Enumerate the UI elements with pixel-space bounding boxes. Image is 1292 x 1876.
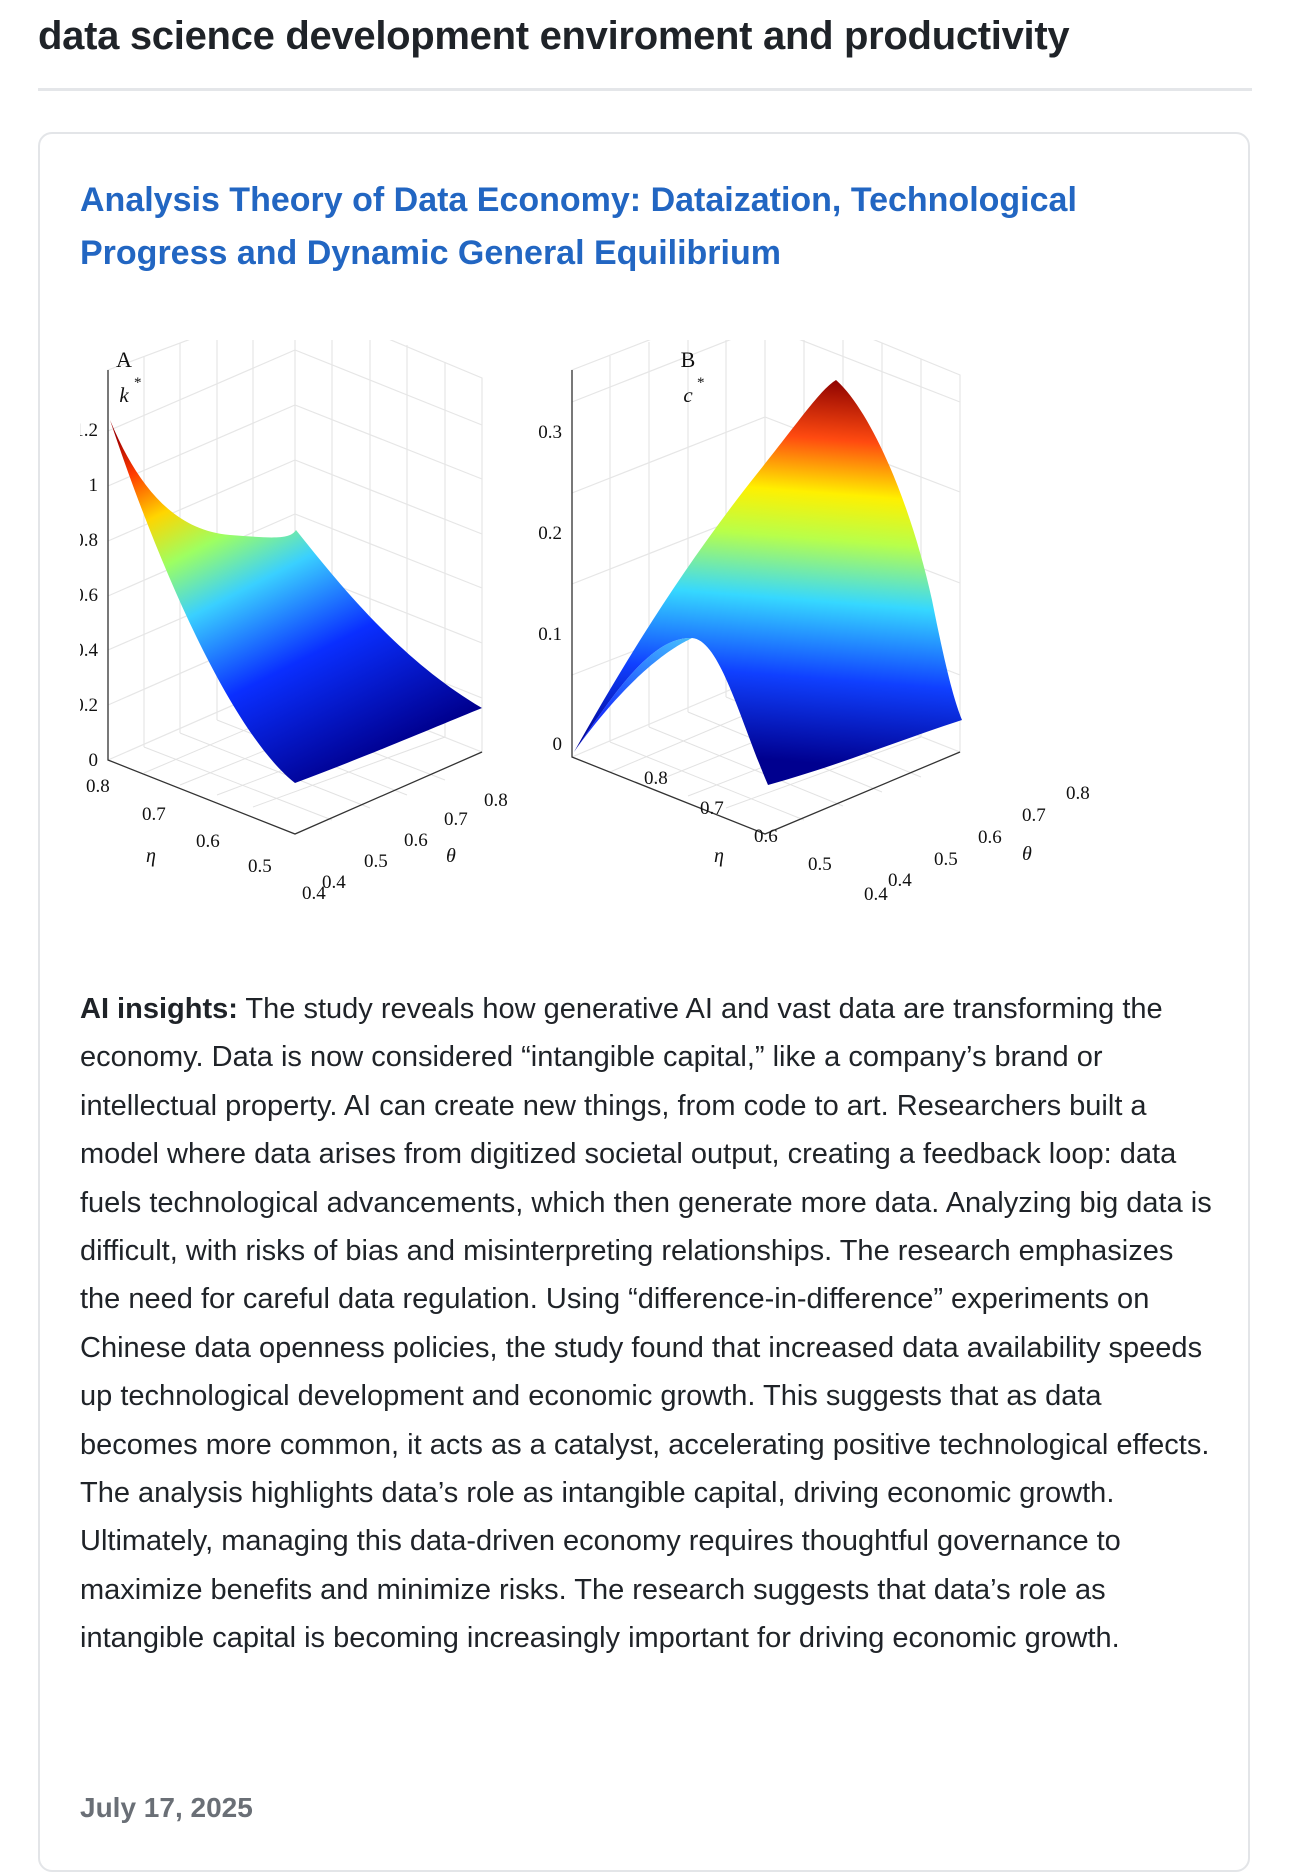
panel-b-zlabel: c xyxy=(683,383,693,407)
panel-a-z-tick: 0.6 xyxy=(80,585,98,606)
panel-b-eta-tick: 0.6 xyxy=(754,826,778,847)
panel-a-z-tick: 0 xyxy=(89,750,99,771)
panel-b-theta-label: θ xyxy=(1022,843,1032,865)
panel-a-eta-tick: 0.5 xyxy=(248,856,272,877)
panel-a-z-tick: 1 xyxy=(89,475,99,496)
panel-b-surface xyxy=(574,380,962,785)
panel-a-eta-tick: 0.8 xyxy=(86,776,110,797)
panel-b-eta-tick: 0.7 xyxy=(700,798,724,819)
panel-b-theta-tick: 0.4 xyxy=(888,870,912,891)
panel-b-eta-tick: 0.5 xyxy=(808,854,832,875)
post-card xyxy=(38,132,1250,1872)
page-title: data science development enviroment and … xyxy=(38,14,1070,58)
panel-b-theta-tick: 0.7 xyxy=(1022,805,1046,826)
panel-b-z-tick: 0.1 xyxy=(538,624,562,645)
panel-b-theta-ticks: 0.4 0.5 0.6 0.7 0.8 xyxy=(888,783,1090,891)
panel-b-theta-tick: 0.8 xyxy=(1066,783,1090,804)
panel-a-theta-tick: 0.7 xyxy=(444,809,468,830)
panel-a-zlabel-sup: * xyxy=(134,375,142,391)
panel-a-theta-ticks: 0.4 0.5 0.6 0.7 0.8 xyxy=(322,790,508,893)
panel-a-z-tick: 0.8 xyxy=(80,530,98,551)
panel-a-surface xyxy=(110,420,482,783)
panel-b-eta-ticks: 0.8 0.7 0.6 0.5 0.4 xyxy=(644,768,888,905)
panel-a-theta-label: θ xyxy=(446,845,456,867)
paper-title-link[interactable]: Analysis Theory of Data Economy: Dataiza… xyxy=(80,181,1077,272)
panel-b-z-ticks: 0.3 0.2 0.1 0 xyxy=(538,422,562,755)
panel-b-theta-tick: 0.5 xyxy=(934,849,958,870)
panel-b-theta-tick: 0.6 xyxy=(978,827,1002,848)
panel-b-axes xyxy=(571,370,961,835)
panel-a-eta-label: η xyxy=(146,845,156,867)
panel-b-z-tick: 0.2 xyxy=(538,523,562,544)
panel-b-eta-tick: 0.8 xyxy=(644,768,668,789)
panel-b: 0.3 0.2 0.1 0 B c * 0.8 0.7 0.6 0.5 0.4 … xyxy=(538,340,1090,905)
ai-insights-paragraph: AI insights: The study reveals how gener… xyxy=(80,985,1212,1663)
panel-a-z-ticks: 1.2 1 0.8 0.6 0.4 0.2 0 xyxy=(80,420,99,771)
ai-insights-label: AI insights: xyxy=(80,993,238,1025)
panel-b-z-tick: 0.3 xyxy=(538,422,562,443)
panel-a-z-tick: 0.4 xyxy=(80,640,99,661)
panel-b-z-tick: 0 xyxy=(553,734,563,755)
title-divider xyxy=(38,88,1252,91)
panel-a-eta-tick: 0.7 xyxy=(142,804,166,825)
ai-insights-text: The study reveals how generative AI and … xyxy=(80,993,1212,1655)
post-date: July 17, 2025 xyxy=(80,1792,253,1823)
panel-a-z-tick: 0.2 xyxy=(80,695,98,716)
panel-a-label: A xyxy=(116,347,132,372)
panel-b-label: B xyxy=(681,347,696,372)
panel-a-axes xyxy=(107,370,483,835)
panel-a-eta-ticks: 0.8 0.7 0.6 0.5 0.4 xyxy=(86,776,326,904)
panel-b-eta-label: η xyxy=(714,845,724,867)
panel-a-zlabel: k xyxy=(119,383,129,407)
panel-a-theta-tick: 0.6 xyxy=(404,830,428,851)
panel-a-theta-tick: 0.5 xyxy=(364,851,388,872)
panel-a-eta-tick: 0.6 xyxy=(196,831,220,852)
panel-b-zlabel-sup: * xyxy=(697,375,705,391)
panel-a-theta-tick: 0.4 xyxy=(322,872,346,893)
panel-a-eta-tick: 0.4 xyxy=(302,883,326,904)
panel-a: 1.2 1 0.8 0.6 0.4 0.2 0 A k * 0.8 0.7 0.… xyxy=(80,340,508,904)
panel-b-eta-tick: 0.4 xyxy=(864,884,888,905)
panel-a-theta-tick: 0.8 xyxy=(484,790,508,811)
panel-a-z-tick: 1.2 xyxy=(80,420,98,441)
figure-3d-surface-plots: 1.2 1 0.8 0.6 0.4 0.2 0 A k * 0.8 0.7 0.… xyxy=(80,340,1220,940)
